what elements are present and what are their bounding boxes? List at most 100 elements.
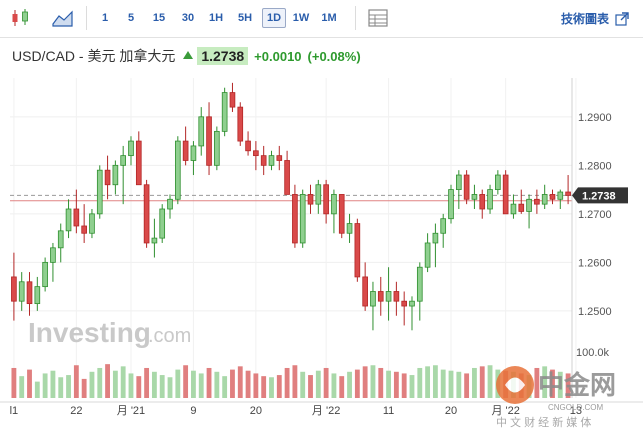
volume-bar (27, 369, 32, 398)
volume-bar (19, 376, 25, 398)
candle-up[interactable] (510, 203, 517, 215)
candle-up[interactable] (112, 164, 119, 186)
candle-up[interactable] (541, 194, 548, 205)
candle-up[interactable] (34, 286, 41, 305)
candle-up[interactable] (331, 194, 337, 215)
candle-down[interactable] (463, 174, 470, 200)
timeframe-15[interactable]: 15 (152, 12, 166, 24)
volume-bar (97, 367, 103, 398)
price-chart[interactable]: Investing .com 1.2900 1.2800 1.2700 1.2600 1.2… (0, 78, 643, 440)
timeframe-1w[interactable]: 1W (292, 12, 310, 24)
candle-down[interactable] (401, 300, 408, 307)
candle-up[interactable] (214, 130, 220, 166)
candle-down[interactable] (11, 276, 17, 302)
candle-up[interactable] (221, 92, 228, 132)
candle-up[interactable] (50, 247, 56, 263)
area-chart-icon[interactable] (50, 6, 76, 30)
candle-up[interactable] (198, 116, 205, 147)
volume-bar (550, 369, 555, 398)
candle-up[interactable] (299, 194, 306, 244)
candle-down[interactable] (354, 223, 361, 278)
candle-down[interactable] (229, 92, 236, 108)
candle-down[interactable] (26, 281, 33, 305)
candle-up[interactable] (151, 237, 158, 244)
candle-down[interactable] (253, 150, 259, 157)
candle-down[interactable] (237, 106, 244, 142)
volume-bar (230, 369, 235, 398)
candle-up[interactable] (42, 261, 48, 288)
candle-up[interactable] (526, 198, 532, 212)
candle-up[interactable] (18, 281, 25, 302)
candle-down[interactable] (307, 194, 314, 205)
candle-up[interactable] (448, 189, 454, 220)
volume-bar (362, 366, 368, 398)
candle-down[interactable] (393, 291, 400, 302)
candle-up[interactable] (409, 300, 415, 307)
candle-down[interactable] (245, 140, 251, 152)
candle-up[interactable] (495, 174, 501, 190)
external-link-icon[interactable] (615, 12, 629, 26)
candle-up[interactable] (159, 208, 166, 239)
volume-bar (393, 371, 399, 398)
candle-down[interactable] (565, 191, 571, 196)
volume-bar (308, 375, 313, 398)
candle-down[interactable] (549, 194, 556, 200)
candle-down[interactable] (143, 184, 150, 244)
technical-chart-link[interactable]: 技術圖表 (560, 12, 609, 26)
candle-up[interactable] (96, 169, 103, 215)
candle-up[interactable] (128, 140, 134, 157)
candle-up[interactable] (174, 140, 181, 200)
candle-up[interactable] (65, 208, 72, 232)
candle-up[interactable] (471, 194, 478, 200)
timeframe-1m[interactable]: 1M (321, 12, 337, 24)
candle-up[interactable] (268, 155, 275, 166)
candle-down[interactable] (73, 208, 80, 227)
timeframe-5[interactable]: 5 (127, 12, 135, 24)
candle-down[interactable] (104, 169, 111, 186)
candle-up[interactable] (455, 174, 462, 190)
candle-down[interactable] (276, 155, 283, 161)
candlestick-chart-icon[interactable] (8, 6, 34, 30)
timeframe-30[interactable]: 30 (181, 12, 195, 24)
candle-up[interactable] (370, 291, 376, 307)
candle-up[interactable] (346, 223, 353, 234)
candle-down[interactable] (284, 160, 290, 195)
candle-up[interactable] (167, 198, 173, 210)
candle-down[interactable] (338, 194, 345, 234)
candle-down[interactable] (518, 203, 525, 212)
candle-up[interactable] (190, 145, 197, 161)
candle-up[interactable] (57, 230, 64, 249)
candle-up[interactable] (120, 155, 127, 166)
timeframe-1h[interactable]: 1H (208, 12, 224, 24)
candle-down[interactable] (479, 194, 486, 210)
table-view-icon[interactable] (366, 6, 392, 30)
volume-bar (300, 371, 306, 398)
candle-up[interactable] (487, 189, 493, 210)
timeframe-1d[interactable]: 1D (262, 8, 286, 28)
candle-down[interactable] (182, 140, 189, 161)
candle-up[interactable] (432, 232, 439, 244)
timeframe-1[interactable]: 1 (101, 12, 109, 24)
candle-down[interactable] (362, 276, 368, 307)
price-axis-tick: 1.2800 (578, 160, 612, 172)
candle-up[interactable] (416, 266, 423, 302)
candle-down[interactable] (377, 291, 384, 302)
volume-bar (136, 376, 142, 398)
candle-down[interactable] (534, 198, 540, 205)
chart-canvas[interactable]: Investing.com 1.2900 1.2800 1.2700 1.2600 1.2… (0, 78, 643, 440)
candle-up[interactable] (89, 213, 95, 234)
candle-up[interactable] (440, 218, 447, 234)
candle-down[interactable] (135, 140, 142, 186)
time-axis-tick: 月 '22 (491, 405, 519, 417)
candle-down[interactable] (292, 194, 298, 244)
candle-down[interactable] (323, 184, 329, 215)
candle-up[interactable] (315, 184, 322, 205)
candle-up[interactable] (385, 291, 392, 302)
timeframe-5h[interactable]: 5H (237, 12, 253, 24)
candle-up[interactable] (424, 242, 431, 268)
candle-down[interactable] (81, 225, 87, 234)
candle-up[interactable] (557, 191, 564, 200)
candle-down[interactable] (260, 155, 267, 166)
candle-down[interactable] (206, 116, 212, 166)
candle-down[interactable] (502, 174, 509, 215)
